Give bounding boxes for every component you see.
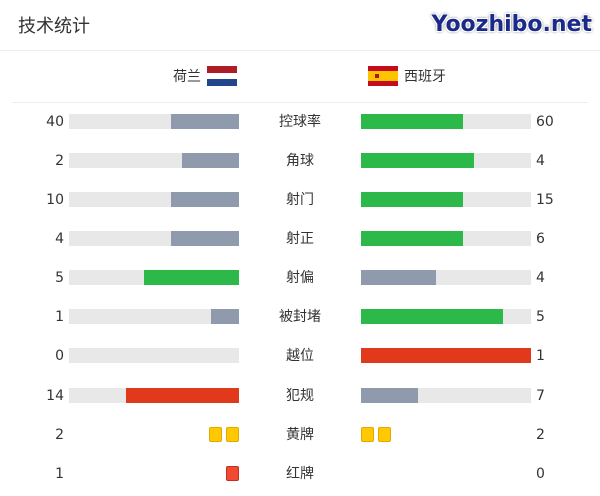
away-team: 西班牙 [368,66,446,86]
away-bar-fill [361,153,475,168]
home-bar-track [69,192,239,207]
stat-label: 射正 [286,231,314,247]
home-bar-fill [144,270,239,285]
card-row: 1 红牌 0 [0,464,600,484]
watermark: Yoozhibo.net [431,12,592,37]
home-value: 5 [55,270,64,286]
stat-label: 射偏 [286,270,314,286]
stat-row: 2 角球 4 [0,151,600,171]
yellow-card-icon [378,427,391,442]
stat-label: 红牌 [286,466,314,482]
away-bar-fill [361,270,437,285]
away-bar-fill [361,114,463,129]
away-value: 60 [536,114,554,130]
divider [12,102,588,103]
spain-flag-icon [368,66,398,86]
stat-label: 犯规 [286,388,314,404]
home-bar-fill [171,114,239,129]
stat-row: 14 犯规 7 [0,386,600,406]
home-cards [209,427,239,442]
home-value: 1 [55,309,64,325]
away-bar-fill [361,192,463,207]
home-value: 4 [55,231,64,247]
home-bar-fill [210,309,239,324]
section-title: 技术统计 [18,16,90,37]
away-bar-fill [361,309,503,324]
stat-row: 1 被封堵 5 [0,307,600,327]
home-value: 14 [46,388,64,404]
home-bar-track [69,231,239,246]
away-bar-track [361,388,531,403]
stat-label: 控球率 [279,114,321,130]
away-value: 2 [536,427,545,443]
away-value: 0 [536,466,545,482]
home-value: 10 [46,192,64,208]
stat-row: 40 控球率 60 [0,112,600,132]
away-bar-fill [361,348,531,363]
stat-label: 黄牌 [286,427,314,443]
away-bar-track [361,270,531,285]
away-cards [361,427,391,442]
card-row: 2 黄牌 2 [0,425,600,445]
away-value: 1 [536,348,545,364]
away-bar-track [361,348,531,363]
away-bar-fill [361,231,463,246]
home-value: 0 [55,348,64,364]
stat-label: 角球 [286,153,314,169]
away-bar-track [361,114,531,129]
yellow-card-icon [361,427,374,442]
divider [0,50,600,51]
away-team-name: 西班牙 [404,69,446,85]
away-bar-track [361,192,531,207]
home-value: 40 [46,114,64,130]
away-value: 4 [536,270,545,286]
home-bar-track [69,114,239,129]
redcard-card-icon [226,466,239,481]
away-value: 5 [536,309,545,325]
away-bar-fill [361,388,418,403]
home-bar-fill [125,388,239,403]
stat-label: 越位 [286,348,314,364]
home-cards [226,466,239,481]
netherlands-flag-icon [207,66,237,86]
home-bar-track [69,348,239,363]
home-bar-fill [171,231,239,246]
home-team-name: 荷兰 [173,69,201,85]
home-bar-fill [171,192,239,207]
home-team: 荷兰 [173,66,237,86]
home-value: 2 [55,153,64,169]
stat-label: 射门 [286,192,314,208]
home-value: 2 [55,427,64,443]
home-bar-track [69,388,239,403]
home-bar-track [69,153,239,168]
away-bar-track [361,309,531,324]
away-value: 7 [536,388,545,404]
yellow-card-icon [209,427,222,442]
stat-row: 5 射偏 4 [0,268,600,288]
home-bar-track [69,270,239,285]
stat-row: 10 射门 15 [0,190,600,210]
yellow-card-icon [226,427,239,442]
home-value: 1 [55,466,64,482]
stat-label: 被封堵 [279,309,321,325]
away-bar-track [361,231,531,246]
away-bar-track [361,153,531,168]
home-bar-track [69,309,239,324]
away-value: 15 [536,192,554,208]
away-value: 4 [536,153,545,169]
home-bar-fill [182,153,239,168]
away-value: 6 [536,231,545,247]
stat-row: 0 越位 1 [0,346,600,366]
stat-row: 4 射正 6 [0,229,600,249]
